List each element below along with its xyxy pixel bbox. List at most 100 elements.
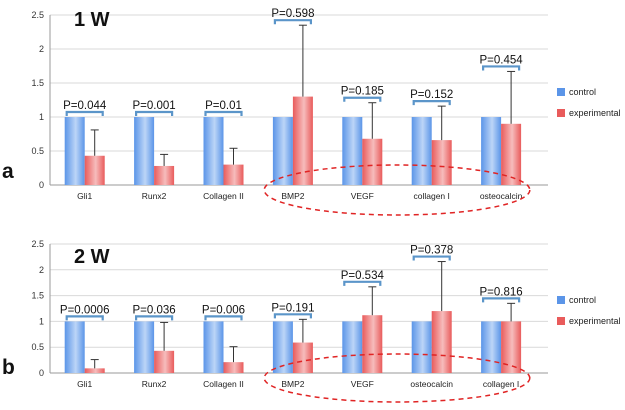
bar-control-vegf <box>342 321 363 373</box>
error-bar <box>160 153 169 166</box>
significance-bracket <box>135 110 174 116</box>
significance-bracket <box>273 19 312 25</box>
y-tick-label: 2 <box>39 44 44 54</box>
category-label: VEGF <box>351 379 374 389</box>
bar-control-collagen-i <box>411 117 432 185</box>
panel-title: 1 W <box>74 9 110 31</box>
error-bar <box>90 359 99 369</box>
significance-bracket <box>343 280 382 286</box>
bar-control-bmp2 <box>272 321 293 373</box>
category-label: Gli1 <box>77 379 92 389</box>
p-value-label: P=0.001 <box>133 100 176 112</box>
category-label: BMP2 <box>281 379 304 389</box>
bar-experimental-collagen-ii <box>223 164 244 185</box>
p-value-label: P=0.534 <box>341 270 385 282</box>
p-value-label: P=0.598 <box>271 8 314 20</box>
error-bar <box>507 70 516 124</box>
bar-experimental-runx2 <box>154 350 175 373</box>
bar-experimental-bmp2 <box>292 96 313 185</box>
error-bar <box>368 286 377 316</box>
bar-experimental-collagen-i <box>501 321 522 373</box>
bar-control-osteocalcin <box>411 321 432 373</box>
category-label: collagen I <box>414 191 450 201</box>
bar-experimental-gli1 <box>84 155 105 185</box>
y-tick-label: 2.5 <box>31 10 44 20</box>
panel-title: 2 W <box>74 246 110 268</box>
bar-experimental-vegf <box>362 138 383 185</box>
y-tick-label: 0.5 <box>31 342 44 352</box>
p-value-label: P=0.185 <box>341 86 384 98</box>
error-bar <box>298 24 307 97</box>
legend-label-experimental: experimental <box>569 108 621 118</box>
significance-bracket <box>204 315 243 321</box>
p-value-label: P=0.01 <box>205 100 242 112</box>
bar-control-collagen-ii <box>203 321 224 373</box>
y-tick-label: 2.5 <box>31 239 44 249</box>
bar-experimental-gli1 <box>84 368 105 373</box>
significance-bracket <box>273 313 312 319</box>
panel-letter: b <box>2 356 15 379</box>
highlight-ellipse <box>263 164 531 216</box>
error-bar <box>229 346 238 363</box>
legend: control experimental <box>557 295 621 326</box>
error-bar <box>437 261 446 312</box>
significance-bracket <box>482 65 521 71</box>
highlight-ellipse <box>263 353 531 403</box>
category-label: Runx2 <box>142 379 167 389</box>
significance-bracket <box>482 297 521 303</box>
significance-bracket <box>204 110 243 116</box>
error-bar <box>437 105 446 141</box>
legend-label-control: control <box>569 295 596 305</box>
legend-label-control: control <box>569 87 596 97</box>
significance-bracket <box>65 315 104 321</box>
bar-experimental-bmp2 <box>292 342 313 373</box>
p-value-label: P=0.152 <box>410 89 453 101</box>
p-value-label: P=0.191 <box>271 302 314 314</box>
significance-bracket <box>343 96 382 102</box>
legend-swatch-control <box>557 296 565 304</box>
y-tick-label: 1.5 <box>31 78 44 88</box>
error-bar <box>90 129 99 156</box>
category-label: Gli1 <box>77 191 92 201</box>
error-bar <box>368 102 377 139</box>
category-label: osteocalcin <box>480 191 523 201</box>
p-value-label: P=0.0006 <box>60 304 110 316</box>
y-tick-label: 1.5 <box>31 291 44 301</box>
category-label: collagen I <box>483 379 519 389</box>
legend: control experimental <box>557 87 621 118</box>
bar-experimental-osteocalcin <box>431 311 452 373</box>
error-bar <box>160 321 169 351</box>
y-tick-label: 0.5 <box>31 146 44 156</box>
chart-panel-a: 0 0.5 1 1.5 2 2.5 1 W a Gli1 P=0.044 Runx2 P=0.001 C… <box>2 8 621 216</box>
legend-swatch-experimental <box>557 109 565 117</box>
p-value-label: P=0.378 <box>410 245 453 257</box>
significance-bracket <box>65 110 104 116</box>
significance-bracket <box>412 100 451 106</box>
bar-control-bmp2 <box>272 117 293 185</box>
significance-bracket <box>135 315 174 321</box>
bar-control-gli1 <box>64 321 85 373</box>
y-tick-label: 0 <box>39 180 44 190</box>
p-value-label: P=0.454 <box>480 54 524 66</box>
p-value-label: P=0.006 <box>202 304 245 316</box>
y-tick-label: 2 <box>39 265 44 275</box>
legend-swatch-experimental <box>557 317 565 325</box>
error-bar <box>507 302 516 322</box>
bar-control-gli1 <box>64 117 85 185</box>
bar-control-collagen-i <box>481 321 502 373</box>
bar-control-vegf <box>342 117 363 185</box>
bar-experimental-collagen-ii <box>223 362 244 373</box>
bar-experimental-runx2 <box>154 165 175 185</box>
bar-experimental-vegf <box>362 315 383 373</box>
chart-panel-b: 0 0.5 1 1.5 2 2.5 2 W b Gli1 P=0.0006 Runx2 P=0.036… <box>2 239 621 403</box>
bar-experimental-collagen-i <box>431 140 452 185</box>
legend-swatch-control <box>557 88 565 96</box>
category-label: Runx2 <box>142 191 167 201</box>
significance-bracket <box>412 255 451 261</box>
bar-control-runx2 <box>134 117 155 185</box>
error-bar <box>298 318 307 343</box>
p-value-label: P=0.036 <box>133 304 176 316</box>
y-tick-label: 0 <box>39 368 44 378</box>
bar-control-collagen-ii <box>203 117 224 185</box>
